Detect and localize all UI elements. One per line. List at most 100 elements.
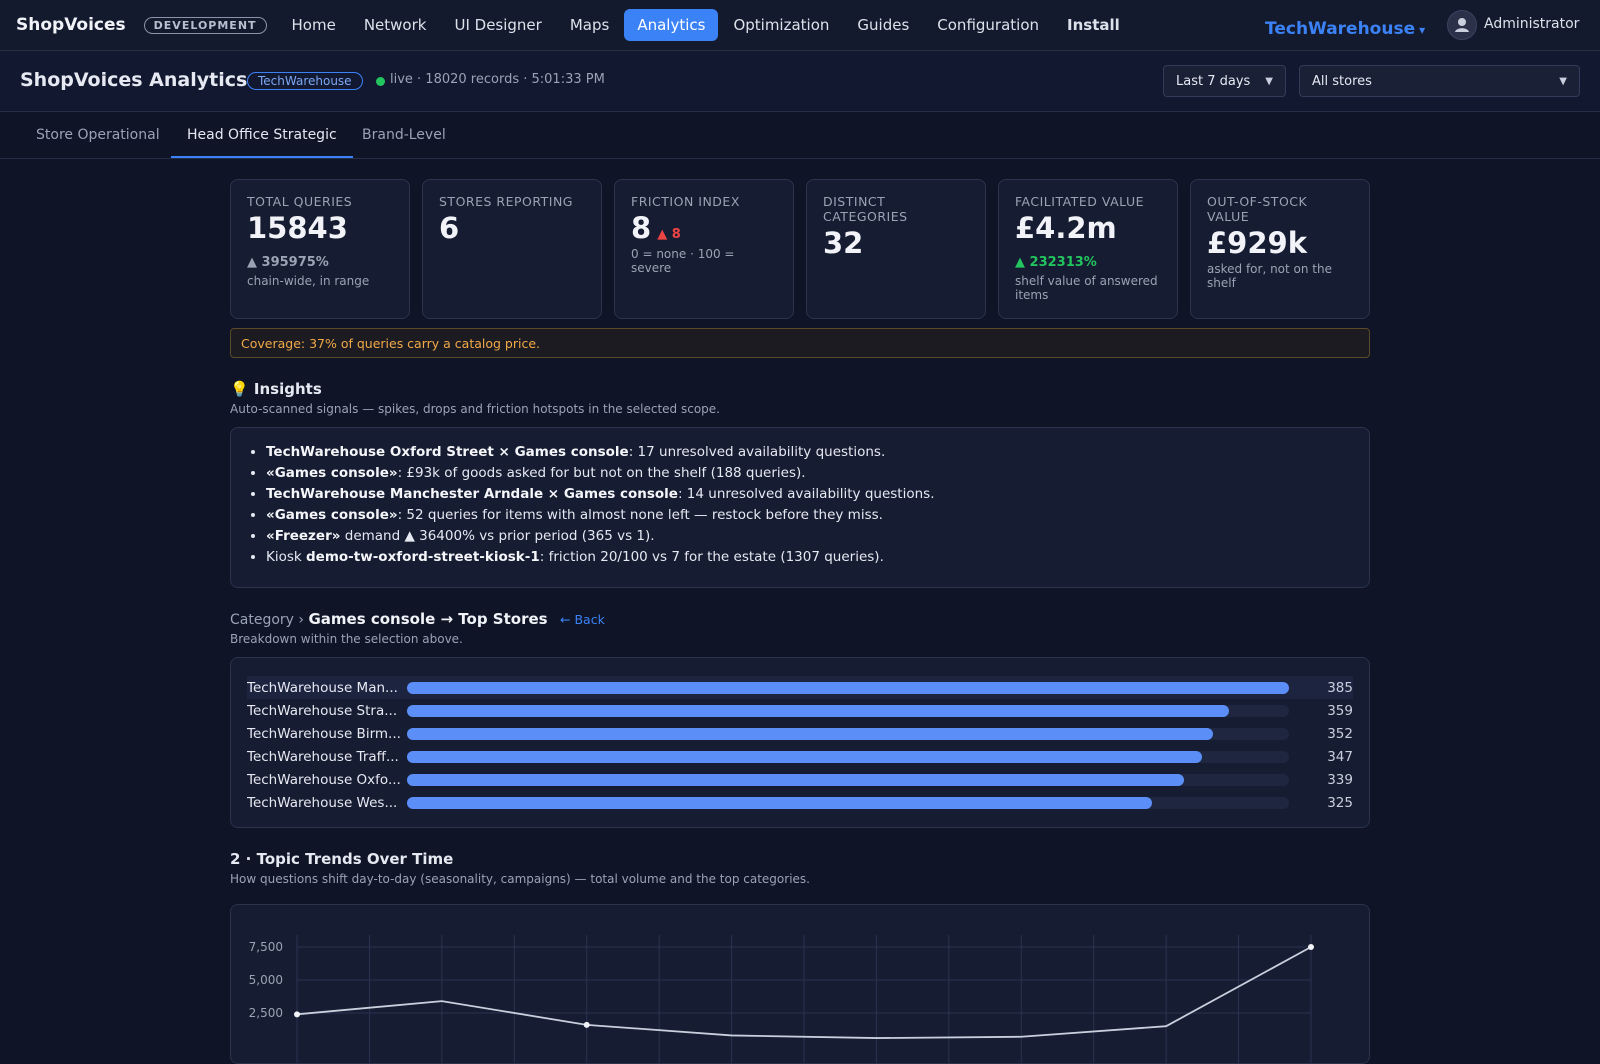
chevron-down-icon: ▼ bbox=[1265, 75, 1273, 87]
nav-item-home[interactable]: Home bbox=[291, 16, 336, 34]
date-range-value: Last 7 days bbox=[1176, 73, 1251, 89]
kpi-value: 6 bbox=[439, 211, 460, 245]
insight-item: «Games console»: 52 queries for items wi… bbox=[266, 505, 1353, 526]
live-status-text: live · 18020 records · 5:01:33 PM bbox=[390, 72, 605, 87]
bar-track bbox=[407, 750, 1289, 763]
topic-trends-line-chart: 7,500 5,000 2,500 bbox=[230, 904, 1370, 1064]
kpi-note: 0 = none · 100 = severe bbox=[631, 247, 735, 275]
view-tabs: Store Operational Head Office Strategic … bbox=[0, 112, 1600, 159]
page-header: ShopVoices Analytics TechWarehouse live … bbox=[0, 51, 1600, 112]
trends-subtitle: How questions shift day-to-day (seasonal… bbox=[230, 872, 810, 886]
nav-item-configuration[interactable]: Configuration bbox=[937, 16, 1040, 34]
y-tick-label: 2,500 bbox=[249, 1006, 283, 1020]
insight-subject: «Games console» bbox=[266, 507, 398, 523]
breadcrumb-separator: › bbox=[298, 612, 305, 628]
bar-row[interactable]: TechWarehouse Wes... 325 bbox=[247, 791, 1353, 814]
brand-logo[interactable]: ShopVoices bbox=[16, 15, 126, 35]
kpi-label: STORES REPORTING bbox=[439, 194, 573, 209]
insight-item: TechWarehouse Oxford Street × Games cons… bbox=[266, 442, 1353, 463]
bar bbox=[407, 773, 1184, 786]
insight-subject: «Freezer» bbox=[266, 528, 341, 544]
back-link[interactable]: ← Back bbox=[560, 612, 605, 627]
kpi-card-friction-index: FRICTION INDEX 8 ▲ 8 0 = none · 100 = sev… bbox=[614, 179, 794, 319]
kpi-value-row: 8 ▲ 8 bbox=[631, 211, 777, 245]
kpi-card-distinct-categories: DISTINCT CATEGORIES 32 bbox=[806, 179, 986, 319]
kpi-note: asked for, not on the shelf bbox=[1207, 262, 1332, 290]
bar-row[interactable]: TechWarehouse Stra... 359 bbox=[247, 699, 1353, 722]
kpi-note: chain-wide, in range bbox=[247, 274, 370, 288]
top-nav: ShopVoices DEVELOPMENT Home Network UI D… bbox=[0, 0, 1600, 51]
insight-item: «Freezer» demand ▲ 36400% vs prior perio… bbox=[266, 526, 1353, 547]
nav-item-analytics[interactable]: Analytics bbox=[624, 9, 719, 41]
live-status-icon bbox=[376, 77, 385, 86]
insights-subtitle: Auto-scanned signals — spikes, drops and… bbox=[230, 402, 720, 416]
bar bbox=[407, 750, 1202, 763]
bar bbox=[407, 727, 1214, 740]
kpi-row: TOTAL QUERIES 15843 ▲ 395975% chain-wide… bbox=[230, 179, 1370, 319]
bar-label: TechWarehouse Birm... bbox=[247, 725, 401, 742]
tab-head-office-strategic[interactable]: Head Office Strategic bbox=[171, 112, 353, 158]
kpi-card-total-queries: TOTAL QUERIES 15843 ▲ 395975% chain-wide… bbox=[230, 179, 410, 319]
insight-subject: TechWarehouse Manchester Arndale × Games… bbox=[266, 486, 678, 502]
insight-text: : 52 queries for items with almost none … bbox=[397, 507, 883, 523]
nav-item-install[interactable]: Install bbox=[1067, 16, 1120, 34]
top-stores-bar-chart: TechWarehouse Man... 385 TechWarehouse Str… bbox=[230, 657, 1370, 828]
data-point bbox=[1308, 944, 1314, 950]
bar-value-label: 385 bbox=[1327, 679, 1353, 696]
insight-text: demand ▲ 36400% vs prior period (365 vs … bbox=[340, 528, 655, 544]
line-chart-svg: 7,500 5,000 2,500 bbox=[249, 935, 1314, 1063]
nav-item-network[interactable]: Network bbox=[363, 16, 427, 34]
page-title: ShopVoices Analytics bbox=[20, 69, 248, 91]
bar-track bbox=[407, 681, 1289, 694]
nav-item-maps[interactable]: Maps bbox=[569, 16, 610, 34]
insight-subject: «Games console» bbox=[266, 465, 398, 481]
bar-row[interactable]: TechWarehouse Birm... 352 bbox=[247, 722, 1353, 745]
bar-value-label: 359 bbox=[1327, 702, 1353, 719]
kpi-value: 32 bbox=[823, 226, 864, 260]
bar-row[interactable]: TechWarehouse Oxfo... 339 bbox=[247, 768, 1353, 791]
store-chip: TechWarehouse bbox=[247, 72, 363, 90]
kpi-label: TOTAL QUERIES bbox=[247, 194, 353, 209]
user-name[interactable]: Administrator bbox=[1484, 16, 1580, 32]
nav-item-optimization[interactable]: Optimization bbox=[733, 16, 830, 34]
bar-value-label: 352 bbox=[1327, 725, 1353, 742]
y-tick-label: 7,500 bbox=[249, 940, 283, 954]
insight-text: : friction 20/100 vs 7 for the estate (1… bbox=[539, 549, 884, 565]
bar-track bbox=[407, 727, 1289, 740]
environment-badge: DEVELOPMENT bbox=[143, 16, 267, 34]
date-range-select[interactable]: Last 7 days ▼ bbox=[1163, 65, 1286, 97]
nav-item-guides[interactable]: Guides bbox=[857, 16, 910, 34]
bar-row[interactable]: TechWarehouse Man... 385 bbox=[247, 676, 1353, 699]
insight-item: «Games console»: £93k of goods asked for… bbox=[266, 463, 1353, 484]
tenant-switcher[interactable]: TechWarehouse ▾ bbox=[1265, 19, 1425, 39]
tenant-name: TechWarehouse bbox=[1265, 19, 1416, 39]
bar-value-label: 339 bbox=[1327, 771, 1353, 788]
store-select[interactable]: All stores ▼ bbox=[1299, 65, 1580, 97]
breadcrumb-current: Games console → Top Stores bbox=[308, 610, 548, 628]
kpi-delta: ▲ 8 bbox=[657, 227, 681, 242]
bar bbox=[407, 681, 1289, 694]
tab-store-operational[interactable]: Store Operational bbox=[36, 127, 160, 143]
insight-item: Kiosk demo-tw-oxford-street-kiosk-1: fri… bbox=[266, 547, 1353, 568]
insight-text: : £93k of goods asked for but not on the… bbox=[397, 465, 806, 481]
drilldown-breadcrumb: Category › Games console → Top Stores ← … bbox=[230, 610, 1370, 628]
tab-brand-level[interactable]: Brand-Level bbox=[362, 127, 446, 143]
kpi-value: £4.2m bbox=[1015, 211, 1117, 245]
breadcrumb-root[interactable]: Category bbox=[230, 612, 294, 628]
insights-list: TechWarehouse Oxford Street × Games cons… bbox=[231, 442, 1353, 568]
kpi-label: DISTINCT CATEGORIES bbox=[823, 194, 908, 224]
drilldown-subtitle: Breakdown within the selection above. bbox=[230, 632, 463, 646]
bar-row[interactable]: TechWarehouse Traff... 347 bbox=[247, 745, 1353, 768]
insights-title: 💡 Insights bbox=[230, 380, 322, 398]
bar-label: TechWarehouse Wes... bbox=[247, 794, 398, 811]
data-point bbox=[583, 1021, 590, 1028]
nav-item-ui-designer[interactable]: UI Designer bbox=[454, 16, 542, 34]
user-avatar-icon[interactable] bbox=[1447, 10, 1477, 40]
bar-track bbox=[407, 796, 1289, 809]
kpi-value: £929k bbox=[1207, 226, 1307, 260]
kpi-card-stores-reporting: STORES REPORTING 6 bbox=[422, 179, 602, 319]
insight-subject: demo-tw-oxford-street-kiosk-1 bbox=[306, 549, 540, 565]
kpi-label: FRICTION INDEX bbox=[631, 194, 740, 209]
trends-title: 2 · Topic Trends Over Time bbox=[230, 850, 454, 868]
insights-panel: TechWarehouse Oxford Street × Games cons… bbox=[230, 427, 1370, 588]
